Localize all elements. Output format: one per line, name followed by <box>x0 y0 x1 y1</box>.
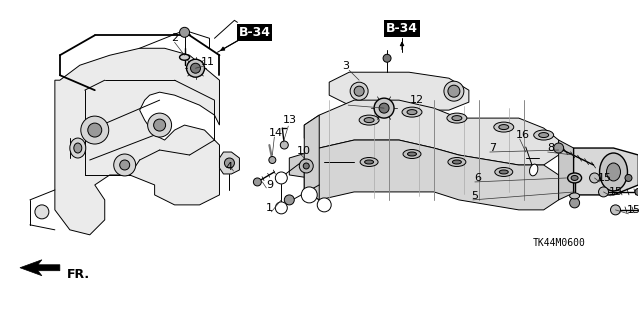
Ellipse shape <box>70 138 86 158</box>
Polygon shape <box>220 152 239 174</box>
Circle shape <box>154 119 166 131</box>
Circle shape <box>554 143 564 153</box>
Circle shape <box>186 59 205 77</box>
Text: B-34: B-34 <box>386 22 418 35</box>
Polygon shape <box>304 100 559 165</box>
Circle shape <box>114 154 136 176</box>
Ellipse shape <box>494 122 514 132</box>
Text: B-34: B-34 <box>386 22 418 35</box>
Text: B-34: B-34 <box>238 26 270 39</box>
Polygon shape <box>559 140 573 200</box>
Polygon shape <box>304 140 559 210</box>
Circle shape <box>284 195 294 205</box>
Ellipse shape <box>359 115 379 125</box>
Circle shape <box>225 158 234 168</box>
Text: 7: 7 <box>489 143 497 153</box>
Circle shape <box>180 27 189 37</box>
Circle shape <box>88 123 102 137</box>
Circle shape <box>120 160 130 170</box>
Ellipse shape <box>568 173 582 183</box>
Ellipse shape <box>360 158 378 167</box>
Ellipse shape <box>448 158 466 167</box>
Text: 15: 15 <box>598 173 612 183</box>
Circle shape <box>598 187 609 197</box>
Text: 6: 6 <box>474 173 481 183</box>
Text: 2: 2 <box>171 33 178 43</box>
Ellipse shape <box>402 107 422 117</box>
Ellipse shape <box>495 167 513 176</box>
Ellipse shape <box>499 125 509 130</box>
Ellipse shape <box>499 170 508 174</box>
Circle shape <box>148 113 172 137</box>
Circle shape <box>280 141 288 149</box>
Text: 15: 15 <box>627 205 640 215</box>
Circle shape <box>635 189 640 196</box>
Text: 8: 8 <box>547 143 554 153</box>
Ellipse shape <box>571 175 578 181</box>
Ellipse shape <box>452 115 462 121</box>
Circle shape <box>625 174 632 182</box>
Circle shape <box>379 103 389 113</box>
Circle shape <box>303 163 309 169</box>
Ellipse shape <box>364 118 374 122</box>
Ellipse shape <box>365 160 374 164</box>
Ellipse shape <box>403 150 421 159</box>
Circle shape <box>350 82 368 100</box>
Ellipse shape <box>529 164 538 176</box>
Ellipse shape <box>607 163 621 181</box>
Text: TK44M0600: TK44M0600 <box>533 238 586 248</box>
Ellipse shape <box>534 130 554 140</box>
Circle shape <box>317 198 331 212</box>
Circle shape <box>383 54 391 62</box>
Ellipse shape <box>180 54 189 60</box>
Ellipse shape <box>74 143 82 153</box>
Text: 16: 16 <box>516 130 530 140</box>
Ellipse shape <box>407 110 417 115</box>
Text: 12: 12 <box>410 95 424 105</box>
Text: 5: 5 <box>471 191 478 201</box>
Ellipse shape <box>600 153 627 191</box>
Circle shape <box>611 205 621 215</box>
Text: 15: 15 <box>609 187 623 197</box>
Text: 13: 13 <box>284 115 298 125</box>
Text: 1: 1 <box>266 203 273 213</box>
Circle shape <box>354 86 364 96</box>
Circle shape <box>589 173 600 183</box>
Polygon shape <box>55 48 220 235</box>
Circle shape <box>300 159 313 173</box>
Circle shape <box>35 205 49 219</box>
Text: 9: 9 <box>266 180 273 190</box>
Circle shape <box>253 178 261 186</box>
Ellipse shape <box>447 113 467 123</box>
Polygon shape <box>304 115 319 200</box>
Text: FR.: FR. <box>67 268 90 281</box>
Circle shape <box>81 116 109 144</box>
Circle shape <box>444 81 464 101</box>
Circle shape <box>275 202 287 214</box>
Text: 14: 14 <box>269 128 284 138</box>
Ellipse shape <box>452 160 461 164</box>
Ellipse shape <box>408 152 417 156</box>
Ellipse shape <box>539 133 548 137</box>
Text: B-34: B-34 <box>238 26 270 39</box>
Polygon shape <box>20 260 60 276</box>
Polygon shape <box>289 152 324 178</box>
Circle shape <box>301 187 317 203</box>
Circle shape <box>191 63 200 73</box>
Circle shape <box>374 98 394 118</box>
Text: 4: 4 <box>226 162 233 172</box>
Circle shape <box>448 85 460 97</box>
Circle shape <box>275 172 287 184</box>
Ellipse shape <box>570 193 580 199</box>
Text: 11: 11 <box>200 57 214 67</box>
Circle shape <box>269 157 276 164</box>
Text: 3: 3 <box>342 61 349 71</box>
Polygon shape <box>329 72 469 110</box>
Circle shape <box>570 198 580 208</box>
Polygon shape <box>573 148 639 195</box>
Text: 10: 10 <box>297 146 311 156</box>
Polygon shape <box>639 155 640 185</box>
